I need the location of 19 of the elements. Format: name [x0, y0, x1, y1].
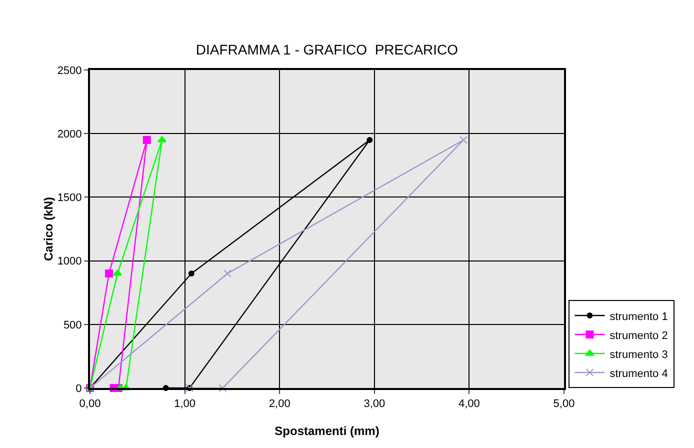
x-tick-label: 0,00	[79, 398, 101, 410]
y-tick-label: 500	[63, 319, 82, 332]
x-tick-label: 3,00	[364, 398, 386, 410]
y-tick-label: 1500	[57, 192, 82, 204]
y-tick-label: 2000	[57, 128, 82, 140]
x-tick-label: 4,00	[458, 398, 480, 410]
legend-label: strumento 2	[610, 330, 668, 342]
y-tick-label: 1000	[57, 256, 82, 268]
legend-label: strumento 1	[610, 310, 668, 323]
legend-label: strumento 3	[610, 348, 668, 361]
y-tick-label: 0	[76, 382, 82, 395]
legend-label: strumento 4	[610, 368, 668, 380]
x-tick-label: 2,00	[268, 398, 290, 410]
y-axis-title: Carico (kN)	[41, 196, 56, 262]
x-tick-label: 1,00	[174, 398, 196, 410]
x-axis-title: Spostamenti (mm)	[274, 424, 380, 438]
y-tick-label: 2500	[57, 64, 82, 77]
x-tick-label: 5,00	[553, 398, 575, 410]
chart-title: DIAFRAMMA 1 - GRAFICO PRECARICO	[196, 42, 458, 58]
